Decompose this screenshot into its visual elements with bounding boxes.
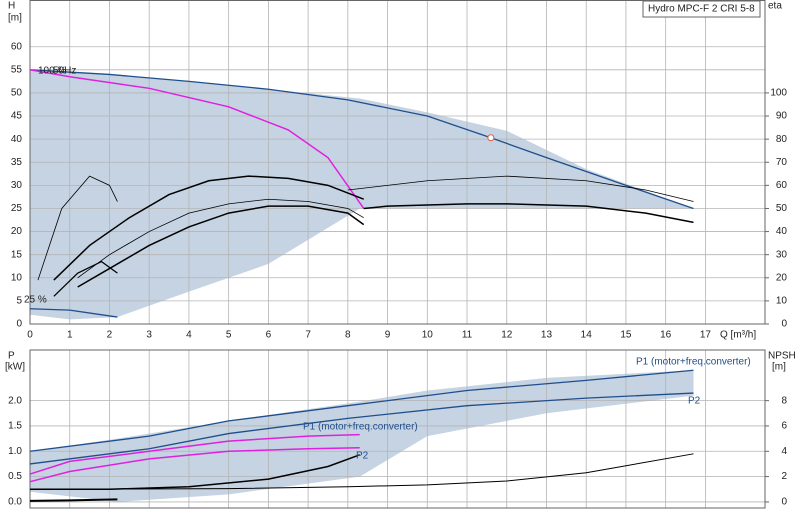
y2-tick-label: 90 (776, 111, 788, 122)
y-tick-label: 1.0 (8, 446, 22, 457)
curve (347, 175, 694, 202)
y2-tick-label: 40 (776, 226, 788, 237)
y-tick-label: 40 (11, 134, 23, 145)
y2-tick-label: 70 (776, 157, 788, 168)
curve (29, 446, 360, 483)
curve (29, 369, 694, 452)
y2-tick-label: 10 (776, 296, 788, 307)
y-label: P (8, 351, 15, 362)
x-tick-label: 16 (660, 330, 672, 341)
y-tick-label: 55 (11, 64, 23, 75)
y2-label: eta (768, 1, 782, 12)
x-tick-label: 3 (146, 330, 152, 341)
x-tick-label: 4 (186, 330, 192, 341)
curve (53, 260, 118, 297)
y2-tick-label: 0 (781, 497, 787, 508)
y-tick-label: 5 (16, 296, 22, 307)
annotation: 25 % (24, 295, 47, 306)
x-tick-label: 13 (541, 330, 553, 341)
x-tick-label: 2 (107, 330, 113, 341)
y-tick-label: 2.0 (8, 395, 22, 406)
x-label: Q [m³/h] (720, 330, 756, 341)
y2-tick-label: 100 (770, 88, 787, 99)
curve (29, 308, 118, 318)
y-tick-label: 15 (11, 249, 23, 260)
y2-tick-label: 6 (781, 421, 787, 432)
y-tick-label: 20 (11, 226, 23, 237)
y-unit: [m] (8, 13, 22, 24)
plot-frame (29, 0, 766, 325)
y-tick-label: 0.0 (8, 497, 22, 508)
y-tick-label: 45 (11, 111, 23, 122)
y-tick-label: 25 (11, 203, 23, 214)
x-tick-label: 11 (462, 330, 473, 341)
curve (37, 175, 118, 281)
x-tick-label: 12 (501, 330, 513, 341)
y2-label: NPSH (768, 351, 796, 362)
y-unit: [kW] (5, 362, 25, 373)
curve (363, 203, 694, 224)
y2-tick-label: 4 (781, 446, 787, 457)
y-label: H (8, 1, 15, 12)
x-tick-label: 14 (581, 330, 593, 341)
x-tick-label: 7 (305, 330, 311, 341)
x-tick-label: 6 (266, 330, 272, 341)
y-tick-label: 50 (11, 88, 23, 99)
x-tick-label: 5 (226, 330, 232, 341)
operating-area (30, 69, 694, 320)
duty-point (487, 134, 495, 142)
y2-tick-label: 0 (781, 319, 787, 330)
x-tick-label: 15 (620, 330, 632, 341)
x-tick-label: 1 (67, 330, 73, 341)
curve (29, 69, 694, 210)
chart-title: Hydro MPC-F 2 CRI 5-8 (648, 4, 755, 15)
annotation: 100 % (38, 66, 66, 77)
y2-tick-label: 2 (781, 471, 787, 482)
y-tick-label: 1.5 (8, 421, 22, 432)
curve (53, 175, 365, 281)
annotation: P2 (688, 396, 701, 407)
annotation: P2 (356, 451, 369, 462)
y2-tick-label: 30 (776, 249, 788, 260)
operating-area (30, 370, 694, 502)
x-tick-label: 0 (27, 330, 33, 341)
title-box (642, 0, 761, 18)
y-tick-label: 0 (16, 319, 22, 330)
y-tick-label: 35 (11, 157, 23, 168)
y-tick-label: 30 (11, 180, 23, 191)
curve (29, 498, 118, 502)
y2-tick-label: 80 (776, 134, 788, 145)
y2-tick-label: 8 (781, 395, 787, 406)
y2-tick-label: 60 (776, 180, 788, 191)
annotation: P1 (motor+freq.converter) (303, 422, 418, 433)
y2-tick-label: 20 (776, 272, 788, 283)
x-tick-label: 10 (422, 330, 434, 341)
curve (29, 69, 365, 209)
curve (77, 205, 365, 288)
plots: 0 1 2 3 4 5 6 7 8 9 10 11 12 13 14 15 16 1705101520253035… (8, 0, 788, 509)
plot-frame (29, 349, 766, 509)
annotation: P1 (motor+freq.converter) (636, 357, 751, 368)
y-tick-label: 60 (11, 41, 23, 52)
y2-tick-label: 50 (776, 203, 788, 214)
annotation: 50Hz (53, 66, 76, 77)
curve (77, 198, 364, 279)
y-tick-label: 0.5 (8, 471, 22, 482)
curve (29, 433, 360, 475)
x-tick-label: 17 (700, 330, 712, 341)
y-tick-label: 10 (11, 272, 23, 283)
x-tick-label: 9 (385, 330, 391, 341)
curve (29, 453, 694, 490)
x-tick-label: 8 (345, 330, 351, 341)
curve (29, 392, 694, 465)
y2-unit: [m] (772, 362, 786, 373)
